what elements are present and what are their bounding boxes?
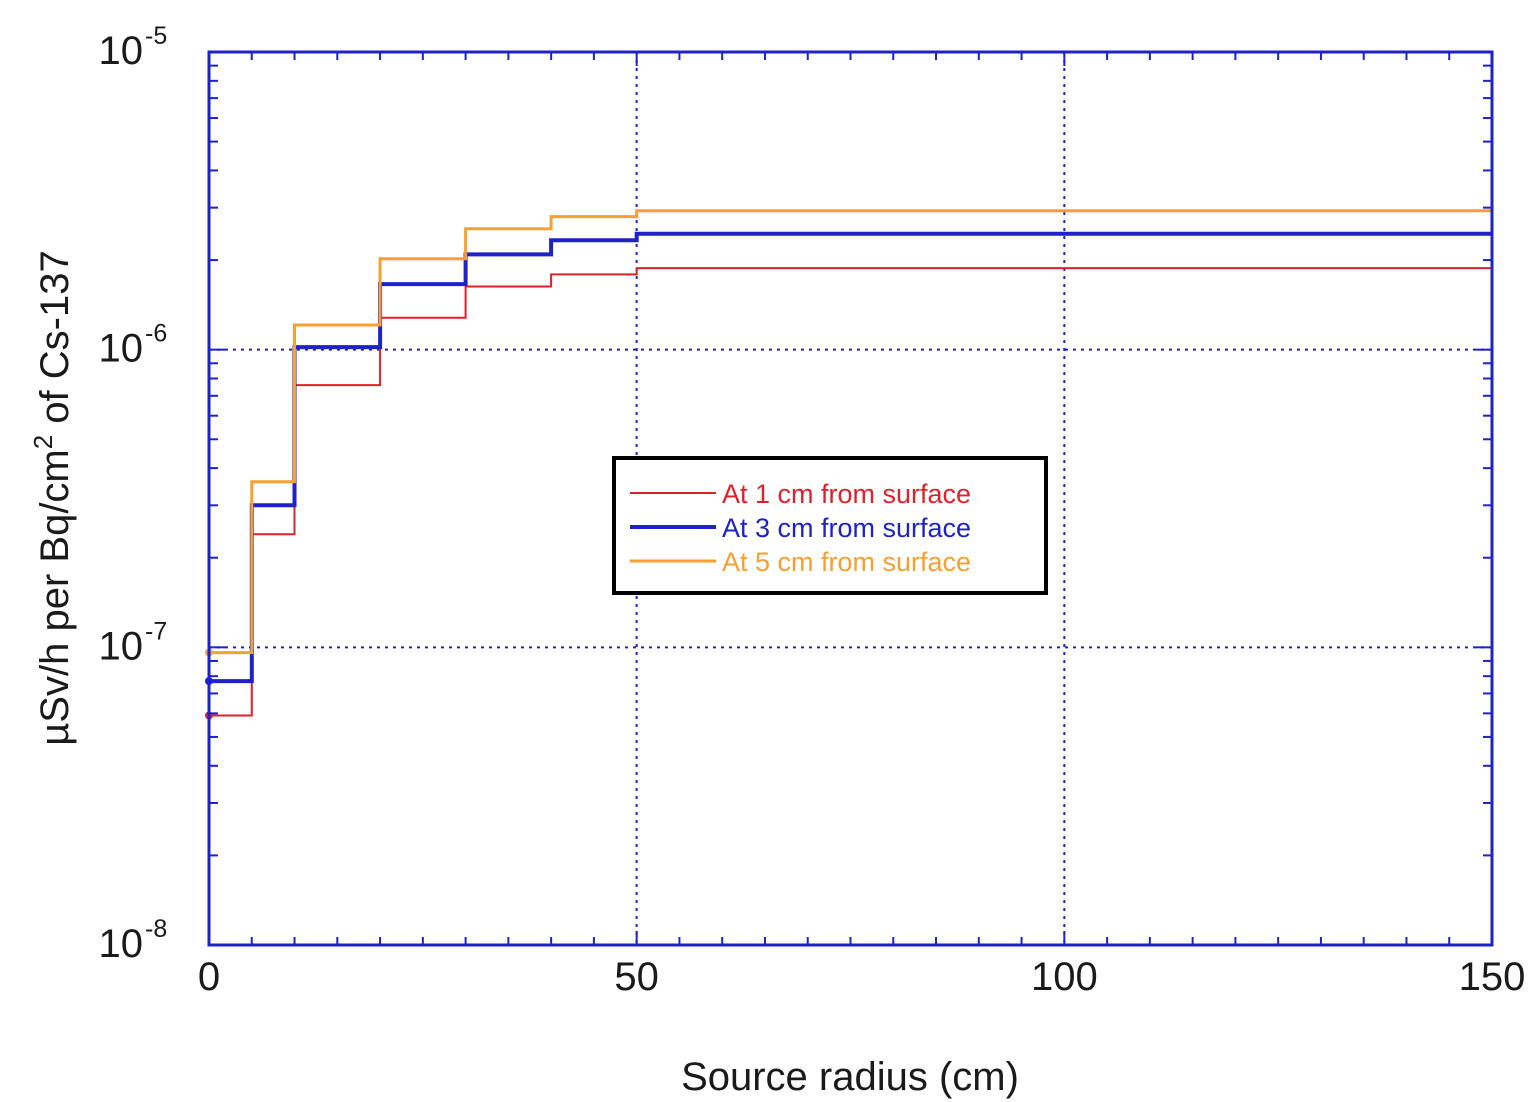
x-tick-label: 0 xyxy=(198,955,220,999)
legend-label-3: At 5 cm from surface xyxy=(722,547,971,577)
y-tick-label-base: 10 xyxy=(99,29,144,73)
ticks xyxy=(208,51,1493,946)
grid xyxy=(209,52,1492,945)
y-tick-label: 10 -6 xyxy=(99,320,168,371)
y-tick-label-exp: -5 xyxy=(145,22,167,50)
y-axis-label-prefix: µSv/h per Bq/cm xyxy=(33,449,77,745)
legend-label-1: At 1 cm from surface xyxy=(722,479,971,509)
y-axis-label-superscript: 2 xyxy=(28,435,58,449)
series-line-2 xyxy=(209,231,1492,684)
y-tick-label-exp: -8 xyxy=(145,915,167,943)
y-tick-label-exp: -7 xyxy=(145,617,167,645)
x-tick-label: 100 xyxy=(1031,955,1098,999)
x-tick-label: 150 xyxy=(1459,955,1526,999)
series-line-1 xyxy=(209,267,1492,717)
x-axis-label: Source radius (cm) xyxy=(681,1055,1019,1099)
y-tick-label: 10 -8 xyxy=(99,915,168,966)
legend-label-2: At 3 cm from surface xyxy=(722,513,971,543)
y-axis-label: µSv/h per Bq/cm2 of Cs-137 xyxy=(28,250,77,745)
y-tick-label-base: 10 xyxy=(99,327,144,371)
y-tick-label-base: 10 xyxy=(99,922,144,966)
y-axis-label-suffix: of Cs-137 xyxy=(33,250,77,435)
y-tick-label: 10 -7 xyxy=(99,617,168,668)
y-tick-label: 10 -5 xyxy=(99,22,168,73)
legend: At 1 cm from surface At 3 cm from surface… xyxy=(612,456,1048,595)
x-tick-label: 50 xyxy=(614,955,659,999)
y-tick-label-base: 10 xyxy=(99,624,144,668)
series-line-3 xyxy=(209,209,1492,655)
y-tick-label-exp: -6 xyxy=(145,320,167,348)
